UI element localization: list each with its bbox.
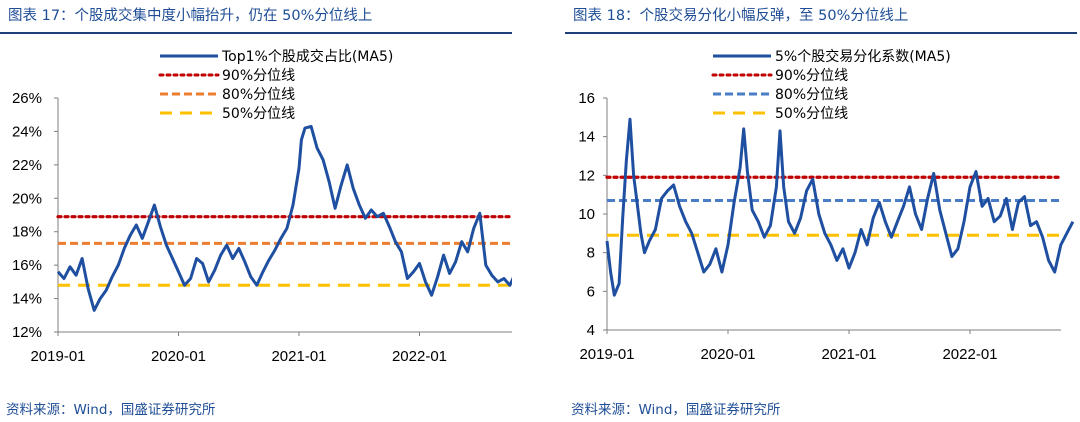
legend-label: 80%分位线: [775, 87, 848, 103]
y-tick-label: 14: [578, 129, 595, 146]
y-tick-label: 6: [587, 283, 595, 300]
x-tick-label: 2019-01: [30, 348, 85, 365]
y-tick-label: 16%: [12, 257, 42, 274]
y-tick-label: 12: [578, 167, 595, 184]
chart-panel-left: 图表 17：个股成交集中度小幅抬升，仍在 50%分位线上 26% 24% 22% 20…: [0, 0, 512, 422]
legend-label: 50%分位线: [775, 106, 848, 122]
x-tick-label: 2020-01: [700, 346, 755, 363]
y-tick-label: 26%: [12, 90, 42, 107]
y-tick-label: 16: [578, 90, 595, 107]
x-tick-label: 2021-01: [821, 346, 876, 363]
x-tick-label: 2022-01: [392, 348, 447, 365]
y-tick-label: 20%: [12, 190, 42, 207]
source-note: 资料来源：Wind，国盛证券研究所: [6, 402, 216, 418]
x-tick-label: 2022-01: [942, 346, 997, 363]
x-tick-label: 2019-01: [579, 346, 634, 363]
legend-label: 50%分位线: [222, 106, 295, 122]
y-tick-label: 4: [587, 322, 595, 339]
legend-label: 90%分位线: [775, 68, 848, 84]
y-tick-label: 12%: [12, 324, 42, 341]
legend-label: 80%分位线: [222, 87, 295, 103]
legend-label: Top1%个股成交占比(MA5): [221, 48, 393, 65]
series-line: [605, 117, 1075, 297]
y-tick-label: 14%: [12, 291, 42, 308]
legend-label: 90%分位线: [222, 68, 295, 84]
title-rule: [0, 32, 512, 34]
source-note: 资料来源：Wind，国盛证券研究所: [571, 402, 781, 418]
y-tick-label: 10: [578, 206, 595, 223]
y-tick-label: 8: [587, 245, 595, 262]
legend-label: 5%个股交易分化系数(MA5): [775, 48, 951, 65]
x-tick-label: 2020-01: [151, 348, 206, 365]
y-tick-label: 22%: [12, 157, 42, 174]
title-rule: [565, 32, 1077, 34]
series-line: [56, 124, 512, 312]
chart-title: 图表 17：个股成交集中度小幅抬升，仍在 50%分位线上: [8, 8, 373, 24]
line-chart: 16 14 12 10 8 6 4 2019-01 2020-01 2021-01 2022-01 5…: [578, 48, 1075, 363]
line-chart: 26% 24% 22% 20% 18% 16% 14% 12% 2019-01 2020-01 20…: [12, 48, 512, 365]
x-tick-label: 2021-01: [271, 348, 326, 365]
y-tick-label: 24%: [12, 123, 42, 140]
chart-title: 图表 18：个股交易分化小幅反弹，至 50%分位线上: [573, 8, 909, 24]
y-tick-label: 18%: [12, 224, 42, 241]
chart-panel-right: 图表 18：个股交易分化小幅反弹，至 50%分位线上 16 14 12 10 8 6 4 20…: [565, 0, 1077, 422]
